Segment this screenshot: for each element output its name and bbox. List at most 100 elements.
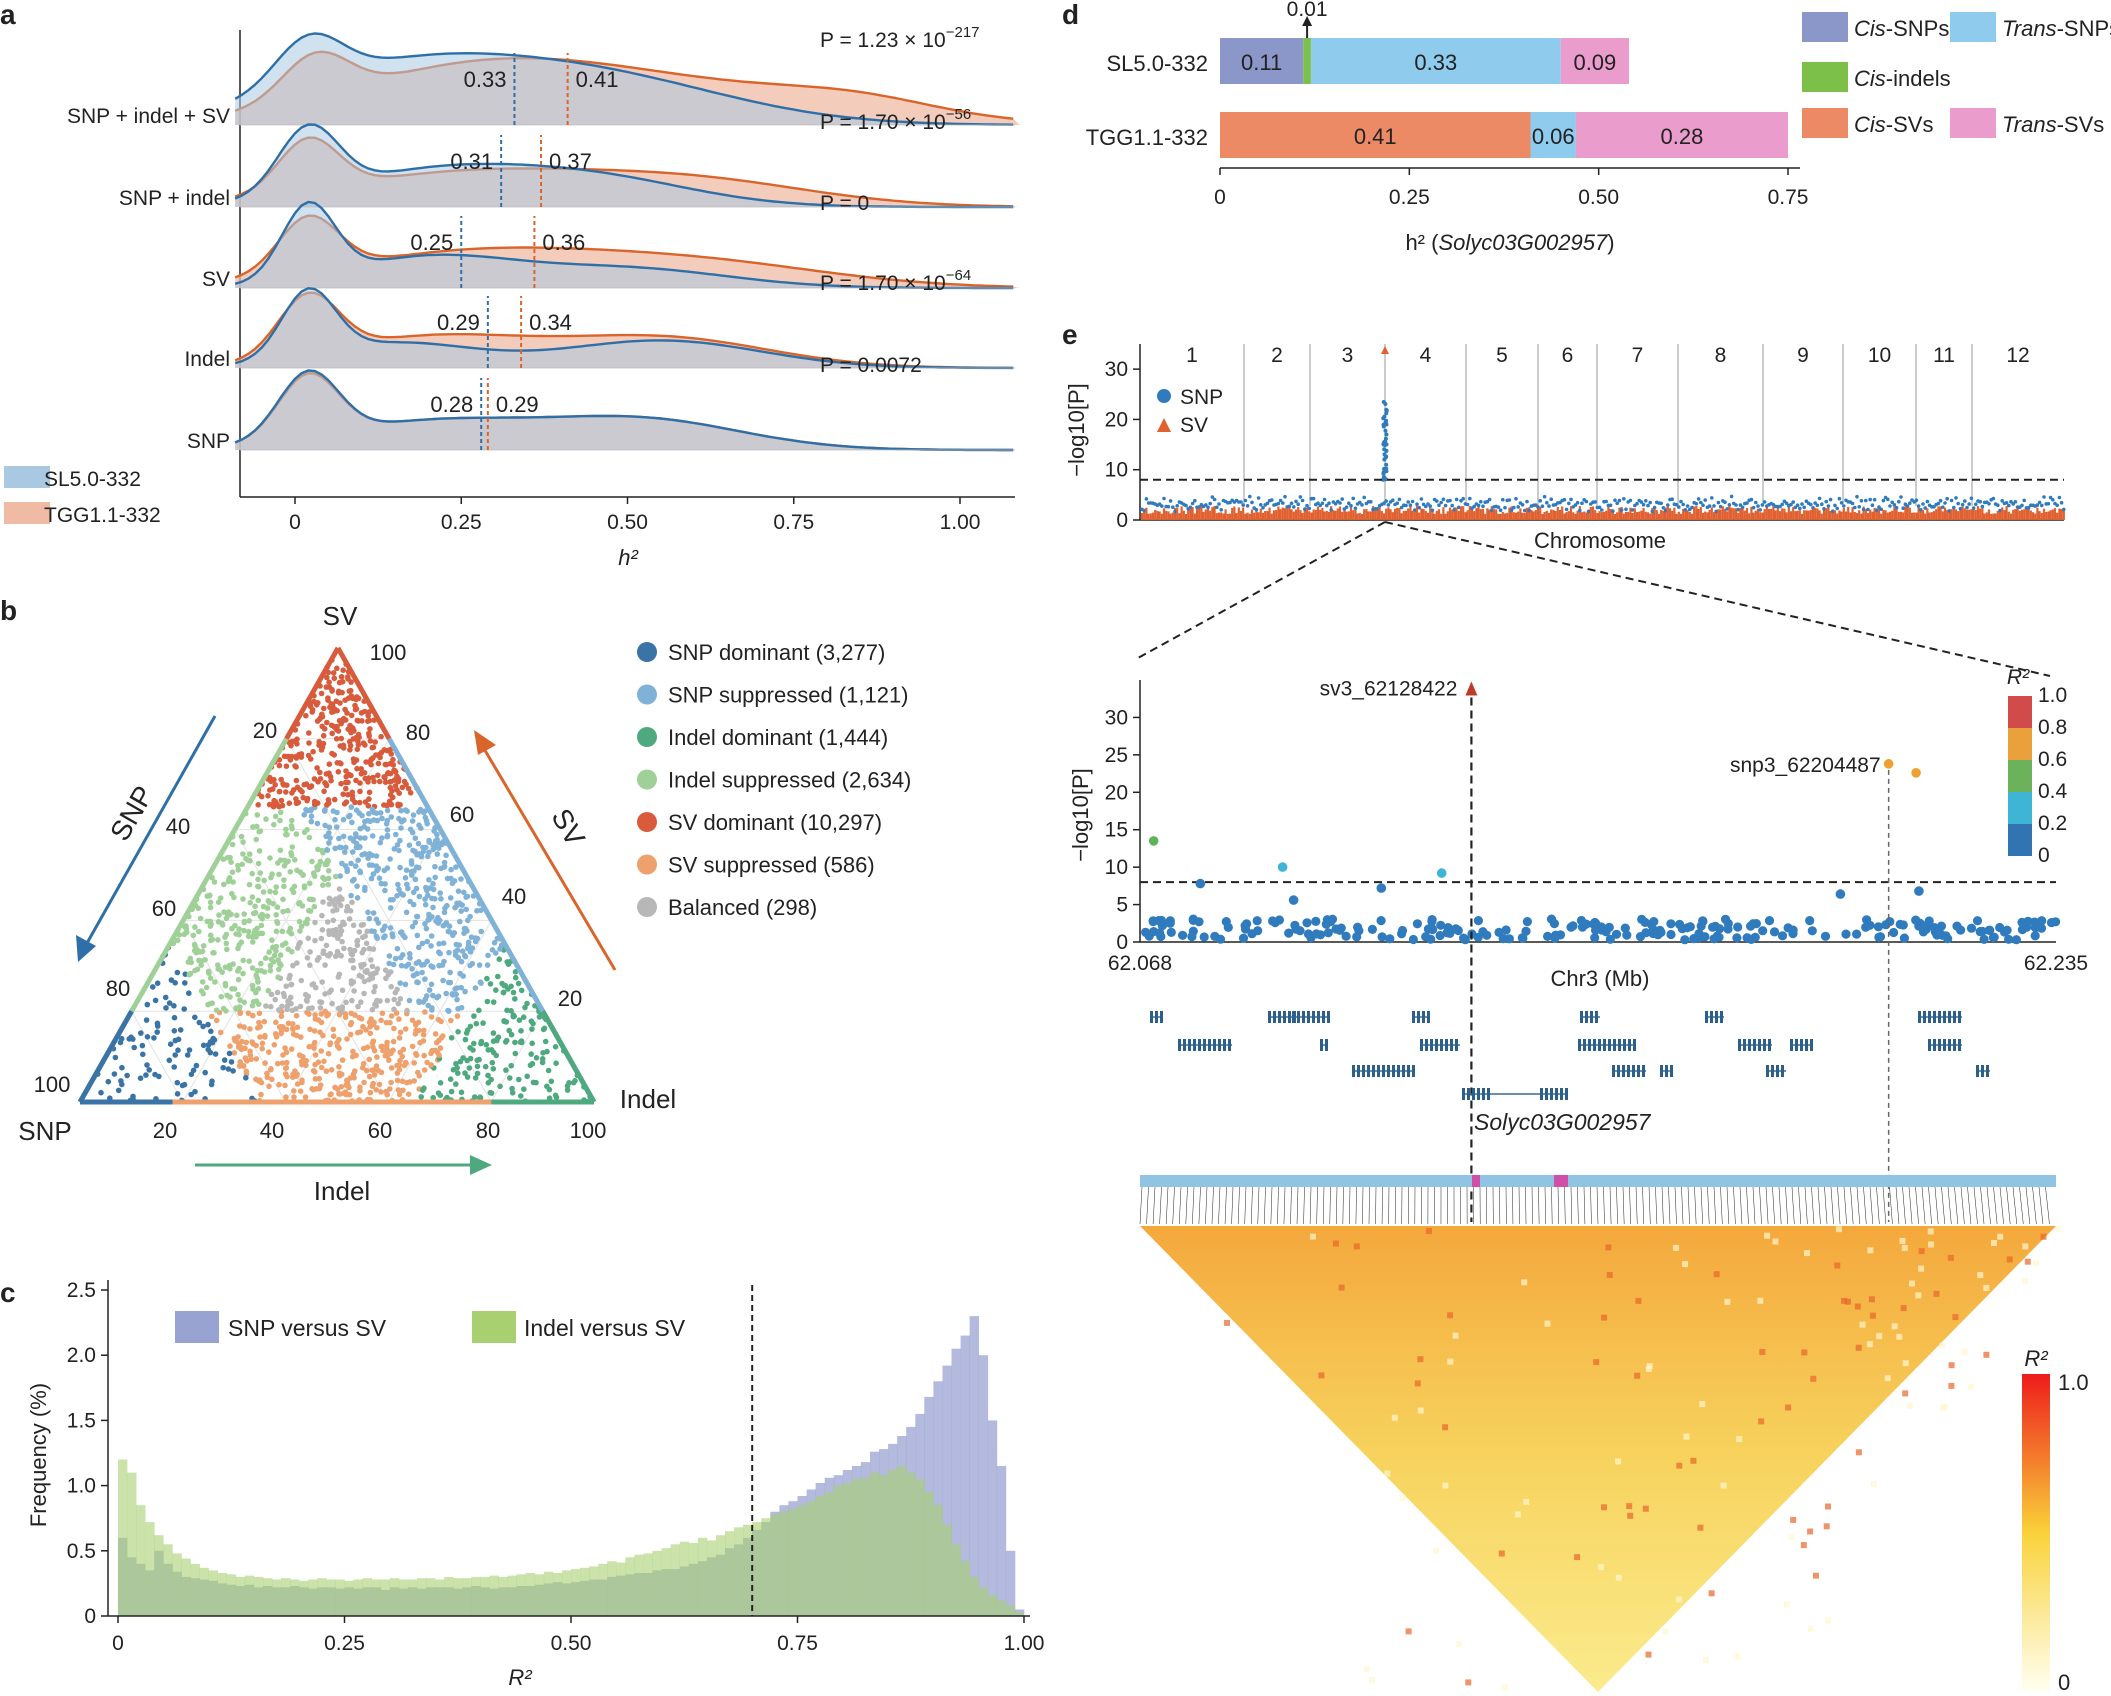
panel-b-point-snp_sup xyxy=(354,883,360,889)
panel-c-bar-indel xyxy=(489,1575,499,1616)
panel-b-point-snp_sup xyxy=(398,825,404,831)
panel-b-point-snp_dom xyxy=(181,1006,187,1012)
panel-b-point-sv_dom xyxy=(305,752,312,759)
panel-e-locus-x-end: 62.235 xyxy=(2024,952,2088,975)
panel-e-locus-snp-point xyxy=(1268,916,1278,926)
panel-e-locus-y-tick-label: 5 xyxy=(1116,894,1128,917)
panel-b-point-sv_sup xyxy=(264,1070,270,1077)
panel-e-manhattan-snp-point xyxy=(1864,498,1868,503)
panel-e-manhattan-snp-point xyxy=(1890,500,1894,505)
panel-e-manhattan-snp-point xyxy=(1978,499,1982,504)
panel-b-point-balanced xyxy=(361,978,368,985)
panel-e-manhattan-snp-point xyxy=(1861,507,1866,512)
panel-a-x-tick-label: 0 xyxy=(289,511,301,534)
panel-e-gene-exon xyxy=(1633,1039,1636,1051)
panel-e-locus-snp-point xyxy=(1435,930,1445,941)
panel-c-bar-snp xyxy=(1005,1550,1016,1616)
panel-e-gene-exon xyxy=(1372,1065,1375,1077)
panel-e-manhattan-snp-point xyxy=(2048,495,2053,500)
panel-e-ld-connector xyxy=(1934,1186,1939,1225)
panel-b-point-sv_sup xyxy=(316,1075,323,1082)
panel-b-point-indel_sup xyxy=(206,970,212,976)
panel-e-manhattan-snp-point xyxy=(1954,496,1958,500)
panel-b-grid-line xyxy=(387,920,493,1103)
panel-e-gene-exon xyxy=(1771,1065,1774,1077)
panel-b-point-sv_dom xyxy=(331,752,338,758)
panel-e-manhattan-snp-point xyxy=(1204,503,1208,507)
panel-e-locus-x-start: 62.068 xyxy=(1108,952,1172,975)
panel-e-manhattan-snp-point xyxy=(1670,497,1674,502)
panel-b-point-sv_sup xyxy=(421,1067,428,1073)
panel-b-point-snp_sup xyxy=(414,970,420,977)
panel-b-point-snp_dom xyxy=(146,1067,152,1073)
panel-b-point-sv_sup xyxy=(386,1057,392,1063)
panel-b-point-sv_sup xyxy=(370,1038,377,1044)
panel-b-point-snp_sup xyxy=(449,991,456,997)
panel-e-gene-exon xyxy=(1958,1011,1961,1023)
panel-b-point-sv_dom xyxy=(370,744,377,751)
panel-e-ld-connector xyxy=(1791,1186,1795,1225)
panel-e-manhattan-snp-point xyxy=(1349,503,1353,508)
panel-e-locus-y-tick-label: 20 xyxy=(1105,781,1128,804)
panel-e-ld-cell xyxy=(1927,1228,1934,1235)
panel-b-point-indel_dom xyxy=(467,1055,474,1062)
panel-e-ld-connector xyxy=(1185,1186,1188,1225)
panel-e-manhattan-snp-point xyxy=(1886,497,1890,502)
panel-b-point-indel_sup xyxy=(216,966,222,972)
panel-b-point-sv_sup xyxy=(352,1068,358,1074)
panel-e-manhattan-snp-point xyxy=(1850,501,1855,506)
panel-b-point-balanced xyxy=(268,1003,274,1010)
panel-e-ld-cell xyxy=(1834,1262,1841,1269)
panel-e-manhattan-snp-point xyxy=(1329,508,1333,512)
panel-e-locus-snp-point xyxy=(1341,931,1351,941)
panel-b-point-snp_sup xyxy=(430,880,436,887)
panel-b-point-balanced xyxy=(368,957,374,963)
panel-b-point-sv_sup xyxy=(342,1014,349,1020)
panel-e-locus-snp-point xyxy=(1451,924,1461,934)
panel-e-ld-cell xyxy=(1683,1433,1690,1440)
panel-b-point-snp_sup xyxy=(447,895,454,901)
panel-b-point-sv_sup xyxy=(396,1035,403,1041)
panel-e-ld-connector xyxy=(1590,1186,1592,1225)
panel-e-ld-connector xyxy=(1999,1186,2004,1225)
panel-e-manhattan-snp-point xyxy=(2020,503,2024,508)
panel-b-point-sv_sup xyxy=(327,1091,334,1098)
panel-b-point-indel_sup xyxy=(300,872,307,878)
panel-b-point-indel_sup xyxy=(261,877,268,884)
panel-e-locus-snp-point xyxy=(2002,925,2012,935)
panel-e-manhattan-snp-point xyxy=(1144,497,1149,501)
panel-b-point-balanced xyxy=(312,919,318,926)
panel-b-point-balanced xyxy=(288,981,295,988)
panel-e-locus-snp-point xyxy=(1985,925,1995,935)
panel-b-point-sv_sup xyxy=(378,1017,384,1024)
panel-b-point-snp_sup xyxy=(412,835,419,841)
panel-c-bar-indel xyxy=(716,1535,726,1616)
panel-b-point-snp_sup xyxy=(440,922,447,929)
panel-b-point-snp_dom xyxy=(209,1078,215,1084)
panel-e-ld-cell xyxy=(1635,1297,1642,1304)
panel-e-manhattan-snp-point xyxy=(1316,501,1320,506)
panel-b-point-indel_sup xyxy=(241,919,248,926)
panel-b-point-sv_dom xyxy=(283,789,289,795)
panel-b-point-sv_sup xyxy=(416,1027,422,1034)
panel-e-gene-exon xyxy=(1273,1011,1276,1023)
panel-b-point-snp_dom xyxy=(168,977,175,983)
panel-e-locus-snp-point xyxy=(2017,917,2027,928)
panel-a-mean-label-sl: 0.28 xyxy=(430,392,473,417)
panel-b-point-indel_sup xyxy=(282,940,289,946)
panel-e-ld-cell xyxy=(1933,1290,1940,1297)
panel-b-point-indel_dom xyxy=(483,1041,490,1048)
panel-e-gene-exon xyxy=(1795,1039,1798,1051)
panel-b-point-snp_sup xyxy=(326,830,332,836)
panel-c-bar-indel xyxy=(326,1579,336,1616)
panel-e-manhattan-snp-point xyxy=(1292,505,1296,509)
panel-e-ld-connector xyxy=(1960,1186,1965,1225)
panel-e-locus-snp-point xyxy=(1807,926,1817,936)
panel-e-locus-y-tick-label: 25 xyxy=(1105,744,1128,767)
panel-b-point-indel_sup xyxy=(320,882,326,888)
panel-b-point-sv_dom xyxy=(396,790,403,796)
panel-c-bar-indel xyxy=(788,1509,798,1616)
panel-b-point-indel_sup xyxy=(283,826,289,833)
panel-e-manhattan-snp-point xyxy=(1325,503,1329,508)
